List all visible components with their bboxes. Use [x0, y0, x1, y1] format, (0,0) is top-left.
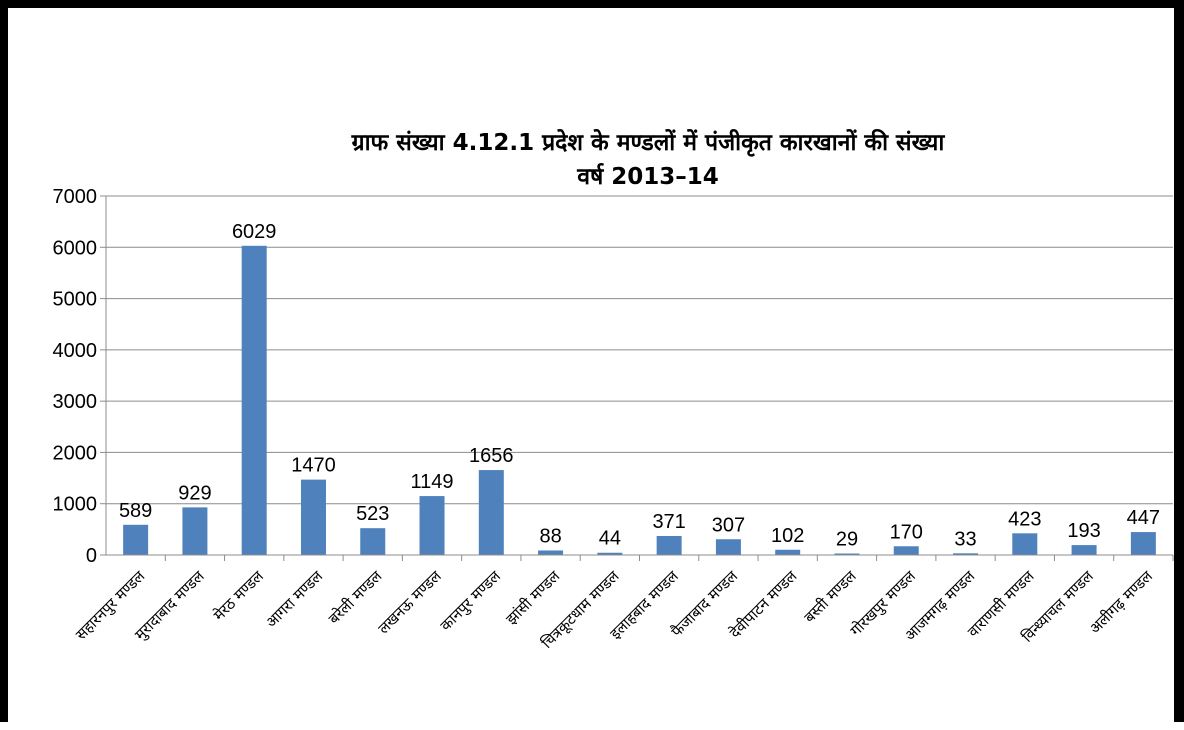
bar [300, 479, 326, 555]
bar [478, 470, 504, 555]
bar [715, 539, 741, 555]
bar [419, 496, 445, 555]
x-tick-label: अलीगढ़ मण्डल [1086, 567, 1157, 638]
bar [597, 552, 623, 555]
data-label: 307 [712, 514, 745, 536]
bar [538, 550, 564, 555]
chart-title: ग्राफ संख्या 4.12.1 प्रदेश के मण्डलों मे… [351, 128, 946, 157]
bar [241, 245, 267, 555]
y-tick-label: 6000 [53, 237, 98, 259]
y-tick-label: 3000 [53, 391, 98, 413]
x-tick-label: बरेली मण्डल [325, 567, 386, 628]
bar [775, 549, 801, 555]
data-label: 447 [1127, 507, 1160, 529]
data-label: 1149 [411, 471, 454, 493]
data-label: 193 [1067, 520, 1100, 542]
bars [123, 245, 1156, 555]
bar [893, 546, 919, 555]
chart-subtitle: वर्ष 2013–14 [576, 162, 719, 190]
data-label: 170 [890, 521, 923, 543]
bar [656, 535, 682, 555]
data-label: 929 [178, 482, 211, 504]
y-axis: 0 1000 2000 3000 4000 5000 6000 7000 [53, 186, 107, 567]
y-tick-label: 7000 [53, 186, 98, 208]
data-label: 44 [599, 528, 621, 550]
data-label: 589 [119, 500, 152, 522]
x-tick-label: कानपुर मण्डल [437, 567, 506, 636]
x-tick-label: आगरा मण्डल [262, 567, 327, 632]
x-axis: सहारनपुर मण्डलमुरादाबाद मण्डल मेरठ मण्डलआ… [72, 554, 1174, 653]
bar [360, 528, 386, 555]
y-tick-label: 5000 [53, 289, 98, 311]
bar [1012, 533, 1038, 555]
data-label: 1470 [291, 455, 336, 477]
data-label: 88 [539, 525, 561, 547]
gridlines [106, 195, 1173, 556]
x-tick-label: झांसी मण्डल [502, 567, 564, 629]
data-label: 33 [954, 528, 976, 550]
data-labels: 589 929 6029 1470 523 1149 1656 88 44 371 307 102 29… [119, 221, 1160, 551]
y-tick-label: 1000 [53, 494, 98, 516]
data-label: 102 [771, 525, 804, 547]
y-tick-label: 2000 [53, 442, 98, 464]
data-label: 371 [652, 511, 685, 533]
data-label: 6029 [232, 221, 277, 243]
x-tick-label: लखनऊ मण्डल [374, 567, 445, 638]
bar [834, 553, 860, 555]
bar [182, 507, 208, 555]
data-label: 29 [836, 529, 858, 551]
bar-chart: ग्राफ संख्या 4.12.1 प्रदेश के मण्डलों मे… [53, 128, 1174, 653]
y-tick-label: 0 [86, 545, 97, 567]
bar [1071, 545, 1097, 555]
data-label: 1656 [469, 445, 514, 467]
x-tick-label: बस्ती मण्डल [800, 567, 860, 627]
bar [123, 524, 149, 555]
y-tick-label: 4000 [53, 340, 98, 362]
bar [1130, 532, 1156, 555]
bar [953, 553, 979, 555]
x-tick-label: मेरठ मण्डल [210, 567, 268, 625]
data-label: 523 [356, 503, 389, 525]
data-label: 423 [1008, 508, 1041, 530]
